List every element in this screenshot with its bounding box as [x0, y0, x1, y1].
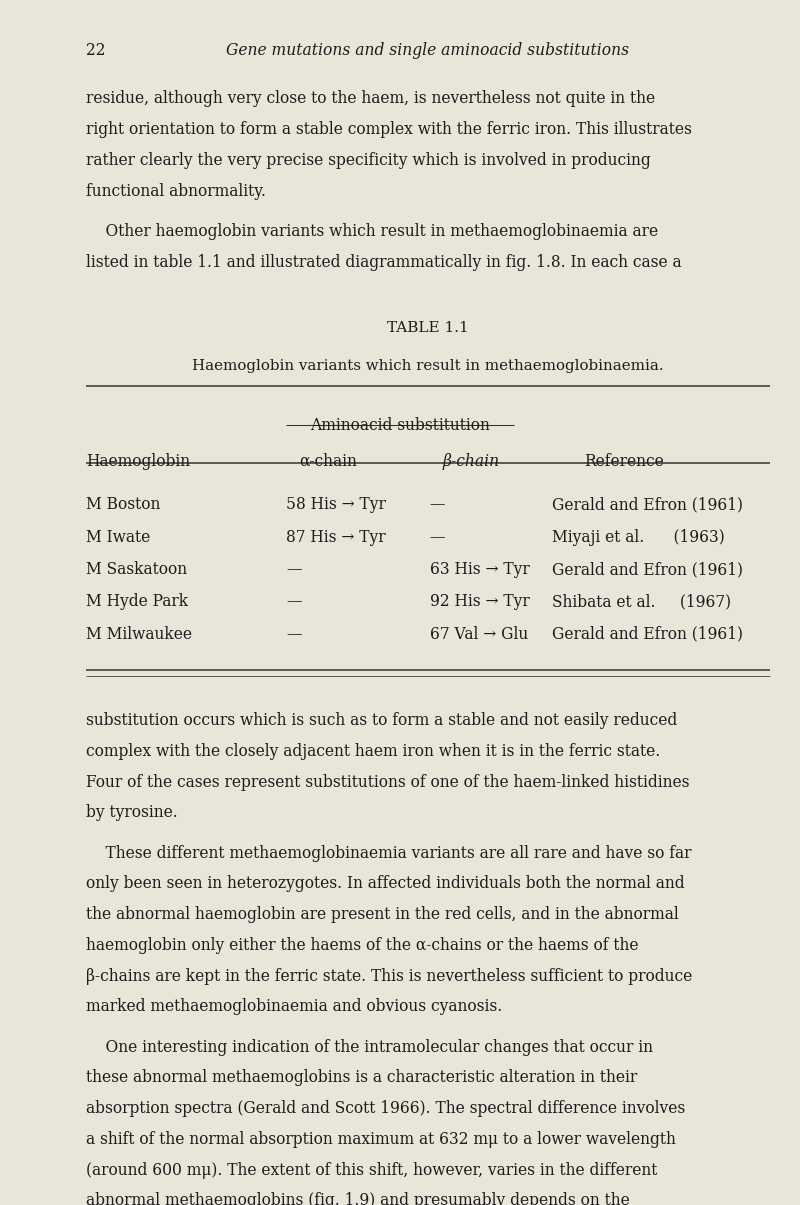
Text: —: — [286, 562, 302, 578]
Text: Gerald and Efron (1961): Gerald and Efron (1961) [552, 496, 743, 513]
Text: —: — [286, 593, 302, 611]
Text: —: — [430, 496, 445, 513]
Text: the abnormal haemoglobin are present in the red cells, and in the abnormal: the abnormal haemoglobin are present in … [86, 906, 679, 923]
Text: M Hyde Park: M Hyde Park [86, 593, 189, 611]
Text: Gene mutations and single aminoacid substitutions: Gene mutations and single aminoacid subs… [226, 42, 630, 59]
Text: TABLE 1.1: TABLE 1.1 [387, 321, 469, 335]
Text: 63 His → Tyr: 63 His → Tyr [430, 562, 530, 578]
Text: substitution occurs which is such as to form a stable and not easily reduced: substitution occurs which is such as to … [86, 712, 678, 729]
Text: 87 His → Tyr: 87 His → Tyr [286, 529, 386, 546]
Text: One interesting indication of the intramolecular changes that occur in: One interesting indication of the intram… [86, 1039, 654, 1056]
Text: a shift of the normal absorption maximum at 632 mμ to a lower wavelength: a shift of the normal absorption maximum… [86, 1131, 676, 1148]
Text: 92 His → Tyr: 92 His → Tyr [430, 593, 530, 611]
Text: listed in table 1.1 and illustrated diagrammatically in fig. 1.8. In each case a: listed in table 1.1 and illustrated diag… [86, 253, 682, 271]
Text: only been seen in heterozygotes. In affected individuals both the normal and: only been seen in heterozygotes. In affe… [86, 876, 685, 893]
Text: Reference: Reference [584, 453, 664, 470]
Text: functional abnormality.: functional abnormality. [86, 183, 266, 200]
Text: β-chains are kept in the ferric state. This is nevertheless sufficient to produc: β-chains are kept in the ferric state. T… [86, 968, 693, 984]
Text: residue, although very close to the haem, is nevertheless not quite in the: residue, although very close to the haem… [86, 90, 655, 107]
Text: right orientation to form a stable complex with the ferric iron. This illustrate: right orientation to form a stable compl… [86, 122, 692, 139]
Text: 22: 22 [86, 42, 106, 59]
Text: α-chain: α-chain [299, 453, 357, 470]
Text: haemoglobin only either the haems of the α-chains or the haems of the: haemoglobin only either the haems of the… [86, 937, 639, 954]
Text: M Milwaukee: M Milwaukee [86, 625, 193, 642]
Text: marked methaemoglobinaemia and obvious cyanosis.: marked methaemoglobinaemia and obvious c… [86, 999, 502, 1016]
Text: absorption spectra (Gerald and Scott 1966). The spectral difference involves: absorption spectra (Gerald and Scott 196… [86, 1100, 686, 1117]
Text: M Saskatoon: M Saskatoon [86, 562, 187, 578]
Text: complex with the closely adjacent haem iron when it is in the ferric state.: complex with the closely adjacent haem i… [86, 743, 661, 760]
Text: Four of the cases represent substitutions of one of the haem-linked histidines: Four of the cases represent substitution… [86, 774, 690, 790]
Text: —: — [430, 529, 445, 546]
Text: M Boston: M Boston [86, 496, 161, 513]
Text: (around 600 mμ). The extent of this shift, however, varies in the different: (around 600 mμ). The extent of this shif… [86, 1162, 658, 1178]
Text: rather clearly the very precise specificity which is involved in producing: rather clearly the very precise specific… [86, 152, 651, 169]
Text: Other haemoglobin variants which result in methaemoglobinaemia are: Other haemoglobin variants which result … [86, 223, 658, 240]
Text: by tyrosine.: by tyrosine. [86, 805, 178, 822]
Text: Haemoglobin variants which result in methaemoglobinaemia.: Haemoglobin variants which result in met… [192, 359, 664, 374]
Text: —: — [286, 625, 302, 642]
Text: these abnormal methaemoglobins is a characteristic alteration in their: these abnormal methaemoglobins is a char… [86, 1070, 638, 1087]
Text: M Iwate: M Iwate [86, 529, 150, 546]
Text: Shibata et al.     (1967): Shibata et al. (1967) [552, 593, 731, 611]
Text: Gerald and Efron (1961): Gerald and Efron (1961) [552, 625, 743, 642]
Text: abnormal methaemoglobins (fig. 1.9) and presumably depends on the: abnormal methaemoglobins (fig. 1.9) and … [86, 1193, 630, 1205]
Text: Haemoglobin: Haemoglobin [86, 453, 190, 470]
Text: β-chain: β-chain [442, 453, 500, 470]
Text: These different methaemoglobinaemia variants are all rare and have so far: These different methaemoglobinaemia vari… [86, 845, 692, 862]
Text: Gerald and Efron (1961): Gerald and Efron (1961) [552, 562, 743, 578]
Text: Aminoacid substitution: Aminoacid substitution [310, 417, 490, 434]
Text: 58 His → Tyr: 58 His → Tyr [286, 496, 386, 513]
Text: Miyaji et al.      (1963): Miyaji et al. (1963) [552, 529, 725, 546]
Text: 67 Val → Glu: 67 Val → Glu [430, 625, 528, 642]
